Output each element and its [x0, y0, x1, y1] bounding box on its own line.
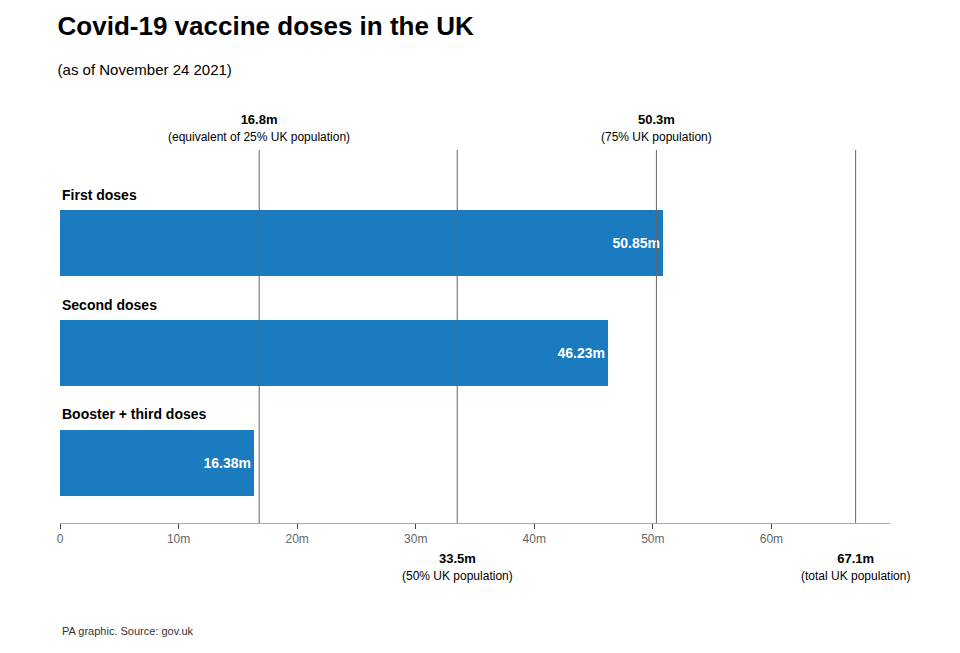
svg-text:Second doses: Second doses [62, 297, 157, 313]
svg-text:20m: 20m [285, 532, 308, 546]
svg-text:50m: 50m [641, 532, 664, 546]
svg-text:Covid-19 vaccine doses in the: Covid-19 vaccine doses in the UK [58, 11, 474, 41]
svg-text:Booster + third doses: Booster + third doses [62, 406, 207, 422]
svg-text:16.38m: 16.38m [204, 455, 251, 471]
svg-text:33.5m(50% UK population): 33.5m(50% UK population) [402, 551, 513, 583]
svg-text:50.85m: 50.85m [613, 235, 660, 251]
svg-text:0: 0 [57, 532, 64, 546]
svg-text:10m: 10m [167, 532, 190, 546]
svg-text:67.1m(total UK population): 67.1m(total UK population) [801, 551, 910, 583]
svg-text:PA graphic. Source: gov.uk: PA graphic. Source: gov.uk [62, 625, 194, 637]
svg-text:30m: 30m [404, 532, 427, 546]
svg-text:(as of November 24 2021): (as of November 24 2021) [58, 61, 232, 78]
svg-text:16.8m(equivalent of 25% UK pop: 16.8m(equivalent of 25% UK population) [168, 112, 350, 144]
svg-text:40m: 40m [523, 532, 546, 546]
svg-text:60m: 60m [760, 532, 783, 546]
svg-text:50.3m(75% UK population): 50.3m(75% UK population) [601, 112, 712, 144]
svg-text:46.23m: 46.23m [558, 345, 605, 361]
svg-text:First doses: First doses [62, 187, 137, 203]
